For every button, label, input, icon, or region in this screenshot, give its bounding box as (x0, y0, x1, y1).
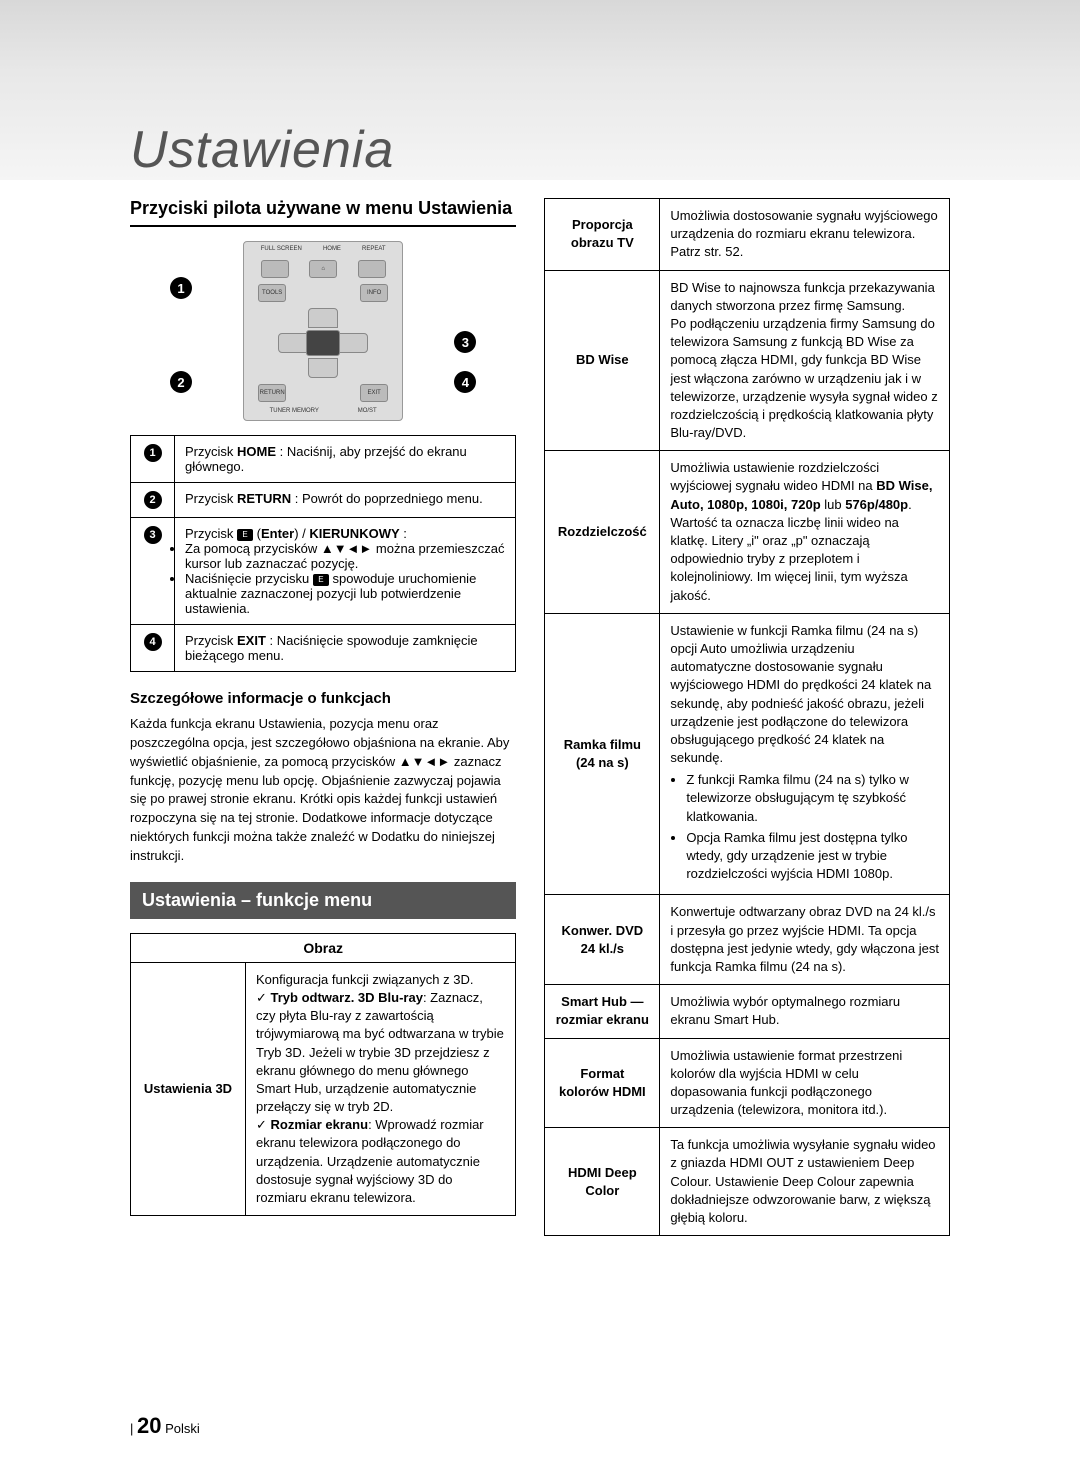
callout-number: 3 (131, 518, 175, 625)
remote-control-illustration: FULL SCREEN HOME REPEAT ⌂ TOOLS INFO (243, 241, 403, 421)
table-row: 4Przycisk EXIT : Naciśnięcie spowoduje z… (131, 625, 516, 672)
remote-dpad (278, 308, 368, 378)
setting-description: Umożliwia wybór optymalnego rozmiaru ekr… (660, 985, 950, 1038)
button-description: Przycisk RETURN : Powrót do poprzedniego… (175, 483, 516, 518)
table-row: Format kolorów HDMIUmożliwia ustawienie … (545, 1038, 950, 1128)
remote-info-button: INFO (360, 284, 388, 302)
section-heading: Przyciski pilota używane w menu Ustawien… (130, 198, 516, 227)
setting-label: Ustawienia 3D (131, 962, 246, 1215)
right-column: Proporcja obrazu TVUmożliwia dostosowani… (544, 198, 950, 1236)
remote-return-button: RETURN (258, 384, 286, 402)
remote-label: REPEAT (362, 246, 386, 252)
setting-label: Format kolorów HDMI (545, 1038, 660, 1128)
remote-label: TUNER MEMORY (270, 408, 319, 414)
section-bar: Ustawienia – funkcje menu (130, 882, 516, 919)
dpad-enter-icon (306, 330, 340, 356)
content: Przyciski pilota używane w menu Ustawien… (0, 180, 1080, 1236)
page-footer: | 20 Polski (130, 1413, 200, 1439)
setting-description: Umożliwia ustawienie rozdzielczości wyjś… (660, 451, 950, 614)
page-number: 20 (137, 1413, 161, 1438)
setting-description: Konwertuje odtwarzany obraz DVD na 24 kl… (660, 895, 950, 985)
setting-description: Umożliwia dostosowanie sygnału wyjściowe… (660, 199, 950, 271)
dpad-down-icon (308, 358, 338, 378)
dpad-left-icon (278, 333, 308, 353)
table-header: Obraz (131, 933, 516, 962)
remote-label: HOME (323, 246, 341, 252)
button-description: Przycisk EXIT : Naciśnięcie spowoduje za… (175, 625, 516, 672)
table-row: Ramka filmu (24 na s)Ustawienie w funkcj… (545, 613, 950, 895)
remote-button (358, 260, 386, 278)
table-row: 2Przycisk RETURN : Powrót do poprzednieg… (131, 483, 516, 518)
callout-number: 1 (131, 436, 175, 483)
callout-marker-4: 4 (454, 371, 476, 393)
setting-description: Ustawienie w funkcji Ramka filmu (24 na … (660, 613, 950, 895)
button-description: Przycisk E (Enter) / KIERUNKOWY :Za pomo… (175, 518, 516, 625)
callout-number: 4 (131, 625, 175, 672)
remote-label: MO/ST (358, 408, 377, 414)
left-column: Przyciski pilota używane w menu Ustawien… (130, 198, 516, 1236)
page: Ustawienia Przyciski pilota używane w me… (0, 0, 1080, 1479)
callout-marker-2: 2 (170, 371, 192, 393)
dpad-right-icon (338, 333, 368, 353)
table-row: 1Przycisk HOME : Naciśnij, aby przejść d… (131, 436, 516, 483)
setting-label: Proporcja obrazu TV (545, 199, 660, 271)
description-paragraph: Każda funkcja ekranu Ustawienia, pozycja… (130, 715, 516, 866)
table-row: Smart Hub — rozmiar ekranuUmożliwia wybó… (545, 985, 950, 1038)
remote-exit-button: EXIT (360, 384, 388, 402)
setting-label: BD Wise (545, 270, 660, 451)
table-row: Proporcja obrazu TVUmożliwia dostosowani… (545, 199, 950, 271)
setting-label: Smart Hub — rozmiar ekranu (545, 985, 660, 1038)
setting-label: Rozdzielczość (545, 451, 660, 614)
subsection-heading: Szczegółowe informacje o funkcjach (130, 690, 516, 707)
remote-label: FULL SCREEN (261, 246, 302, 252)
callout-number: 2 (131, 483, 175, 518)
setting-label: HDMI Deep Color (545, 1128, 660, 1236)
setting-label: Konwer. DVD 24 kl./s (545, 895, 660, 985)
language-label: Polski (165, 1421, 200, 1436)
obraz-table: Obraz Ustawienia 3D Konfiguracja funkcji… (130, 933, 516, 1216)
table-row: 3Przycisk E (Enter) / KIERUNKOWY :Za pom… (131, 518, 516, 625)
dpad-up-icon (308, 308, 338, 328)
setting-description: Konfiguracja funkcji związanych z 3D.✓ T… (246, 962, 516, 1215)
remote-tools-button: TOOLS (258, 284, 286, 302)
table-row: Konwer. DVD 24 kl./sKonwertuje odtwarzan… (545, 895, 950, 985)
table-row: Ustawienia 3D Konfiguracja funkcji związ… (131, 962, 516, 1215)
setting-description: Ta funkcja umożliwia wysyłanie sygnału w… (660, 1128, 950, 1236)
setting-description: Umożliwia ustawienie format przestrzeni … (660, 1038, 950, 1128)
table-row: HDMI Deep ColorTa funkcja umożliwia wysy… (545, 1128, 950, 1236)
button-description-table: 1Przycisk HOME : Naciśnij, aby przejść d… (130, 435, 516, 672)
page-title: Ustawienia (130, 120, 1080, 180)
setting-description: BD Wise to najnowsza funkcja przekazywan… (660, 270, 950, 451)
remote-button (261, 260, 289, 278)
remote-home-button: ⌂ (309, 260, 337, 278)
table-row: BD WiseBD Wise to najnowsza funkcja prze… (545, 270, 950, 451)
callout-marker-3: 3 (454, 331, 476, 353)
callout-marker-1: 1 (170, 277, 192, 299)
setting-label: Ramka filmu (24 na s) (545, 613, 660, 895)
button-description: Przycisk HOME : Naciśnij, aby przejść do… (175, 436, 516, 483)
header-band: Ustawienia (0, 0, 1080, 180)
settings-table: Proporcja obrazu TVUmożliwia dostosowani… (544, 198, 950, 1236)
table-row: RozdzielczośćUmożliwia ustawienie rozdzi… (545, 451, 950, 614)
remote-diagram: FULL SCREEN HOME REPEAT ⌂ TOOLS INFO (130, 241, 516, 421)
